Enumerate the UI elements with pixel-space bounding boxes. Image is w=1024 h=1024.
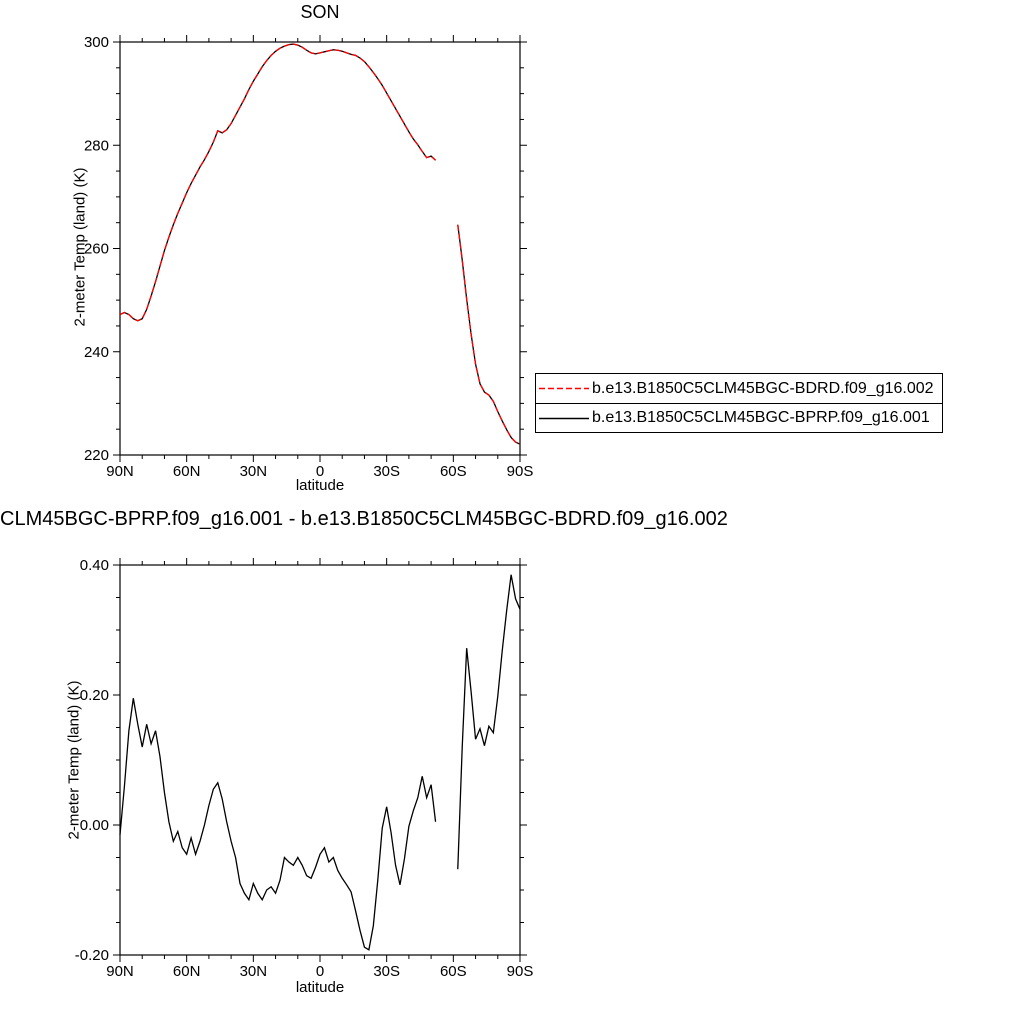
y-tick-label: 240 — [84, 344, 109, 361]
plot-border — [119, 41, 521, 456]
legend-entry-label: b.e13.B1850C5CLM45BGC-BDRD.f09_g16.002 — [592, 379, 934, 397]
y-tick-label: 220 — [84, 447, 109, 464]
legend-entry-label: b.e13.B1850C5CLM45BGC-BPRP.f09_g16.001 — [592, 409, 930, 426]
x-tick-label: 60S — [440, 463, 467, 480]
bottom-chart-y-axis-label: 2-meter Temp (land) (K) — [65, 680, 83, 840]
bottom-chart-x-axis-label: latitude — [295, 979, 345, 996]
zonal-mean-2m-temp-plot: 90N 60N 30N 0 30S 60S 90S 220 240 260 280 300 — [84, 34, 533, 480]
legend-entry-bdrd: b.e13.B1850C5CLM45BGC-BDRD.f09_g16.002 — [536, 374, 942, 403]
x-tick-label: 0 — [316, 963, 324, 980]
x-tick-label: 90N — [106, 963, 134, 980]
x-tick-label: 90S — [507, 963, 534, 980]
bottom-chart-title: CLM45BGC-BPRP.f09_g16.001 - b.e13.B1850C… — [0, 508, 728, 530]
x-tick-label: 60N — [173, 963, 201, 980]
top-chart-y-axis-label: 2-meter Temp (land) (K) — [71, 167, 89, 327]
legend-entry-bprp: b.e13.B1850C5CLM45BGC-BPRP.f09_g16.001 — [536, 403, 942, 432]
top-chart-title: SON — [300, 2, 340, 22]
y-tick-label: 280 — [84, 137, 109, 154]
y-tick-label: 0.40 — [80, 557, 109, 574]
x-tick-label: 30N — [240, 963, 268, 980]
difference-plot: 90N 60N 30N 0 30S 60S 90S -0.20 0.00 0.20 0.40 — [75, 557, 534, 980]
y-tick-label: 0.20 — [80, 687, 109, 704]
x-tick-label: 90N — [106, 463, 134, 480]
y-tick-label: -0.20 — [75, 947, 109, 964]
y-tick-label: 260 — [84, 241, 109, 258]
x-tick-label: 60N — [173, 463, 201, 480]
legend-sample-red-dashed — [539, 387, 589, 390]
y-tick-label: 300 — [84, 34, 109, 51]
x-tick-label: 30S — [373, 463, 400, 480]
plot-border — [119, 564, 521, 956]
x-tick-label: 0 — [316, 463, 324, 480]
x-tick-label: 60S — [440, 963, 467, 980]
series-line-b.e13.B1850C5CLM45BGC-BDRD.f09_g16.002 — [119, 43, 521, 445]
x-tick-label: 30S — [373, 963, 400, 980]
legend-sample-black-solid — [539, 417, 589, 419]
x-tick-label: 30N — [240, 463, 268, 480]
x-tick-label: 90S — [507, 463, 534, 480]
y-tick-label: 0.00 — [80, 817, 109, 834]
series-line-BPRP-minus-BDRD — [119, 574, 521, 951]
top-chart-x-axis-label: latitude — [295, 477, 345, 494]
legend: b.e13.B1850C5CLM45BGC-BDRD.f09_g16.002 b… — [535, 373, 943, 433]
